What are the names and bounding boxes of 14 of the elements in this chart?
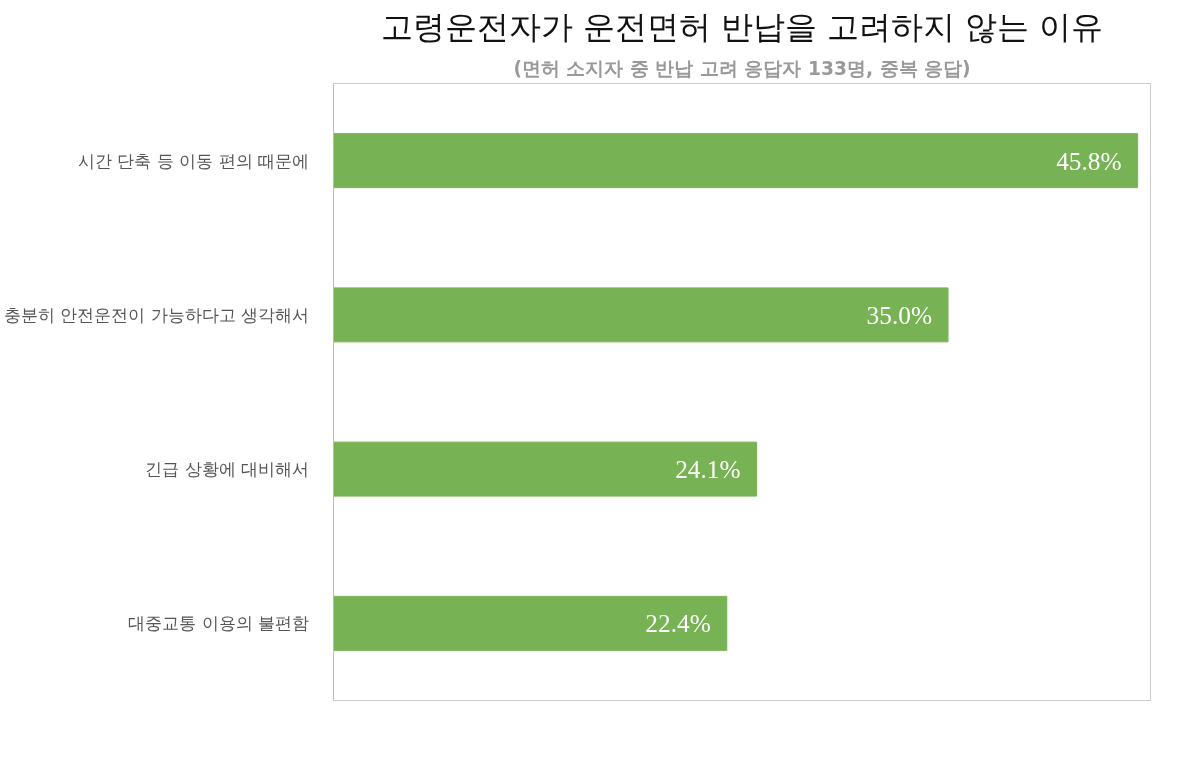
data-label: 22.4% — [645, 609, 711, 638]
bar — [333, 287, 949, 343]
data-label: 45.8% — [1056, 146, 1122, 175]
chart-title: 고령운전자가 운전면허 반납을 고려하지 않는 이유 — [380, 7, 1104, 46]
data-label: 35.0% — [866, 300, 933, 329]
y-tick-label: 긴급 상황에 대비해서 — [145, 459, 310, 480]
y-tick-label: 시간 단축 등 이동 편의 때문에 — [77, 150, 310, 171]
bar — [333, 441, 758, 497]
data-label: 24.1% — [675, 455, 741, 484]
y-tick-label: 충분히 안전운전이 가능하다고 생각해서 — [3, 304, 310, 325]
bar — [333, 133, 1139, 189]
chart-subtitle: (면허 소지자 중 반납 고려 응답자 133명, 중복 응답) — [513, 57, 971, 79]
bar — [333, 595, 728, 651]
y-tick-label: 대중교통 이용의 불편함 — [128, 613, 310, 634]
